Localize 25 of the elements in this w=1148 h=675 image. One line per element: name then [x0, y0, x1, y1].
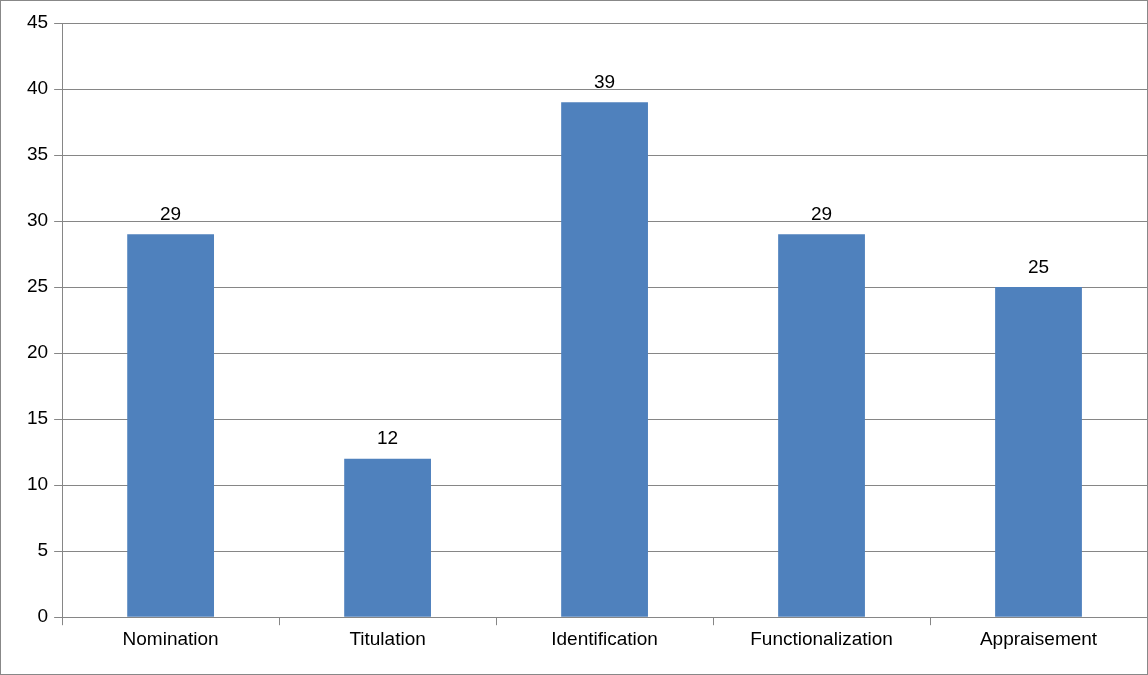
y-tick-label: 15 — [26, 407, 49, 429]
x-tick-label: Appraisement — [979, 627, 1098, 649]
x-tick-label: Functionalization — [750, 627, 893, 649]
x-tick-label: Titulation — [349, 627, 426, 649]
data-label: 25 — [1027, 255, 1050, 277]
data-label: 29 — [160, 203, 182, 225]
data-label: 12 — [377, 427, 399, 449]
bar — [561, 102, 648, 617]
y-tick-label: 30 — [26, 209, 49, 231]
x-tick-label: Identification — [551, 627, 658, 649]
y-tick-label: 25 — [26, 275, 49, 297]
y-tick-label: 45 — [26, 11, 49, 33]
bar — [127, 234, 215, 617]
bar — [344, 458, 431, 617]
y-tick-label: 35 — [26, 143, 49, 165]
y-tick-label: 5 — [37, 539, 49, 561]
bar — [778, 234, 865, 617]
data-label: 29 — [810, 203, 833, 225]
y-tick-label: 40 — [26, 77, 49, 99]
x-tick-label: Nomination — [122, 627, 219, 649]
data-label: 39 — [594, 70, 616, 92]
bar — [995, 287, 1082, 617]
y-tick-label: 20 — [26, 341, 49, 363]
y-tick-label: 10 — [26, 473, 49, 495]
y-tick-label: 0 — [37, 605, 49, 627]
